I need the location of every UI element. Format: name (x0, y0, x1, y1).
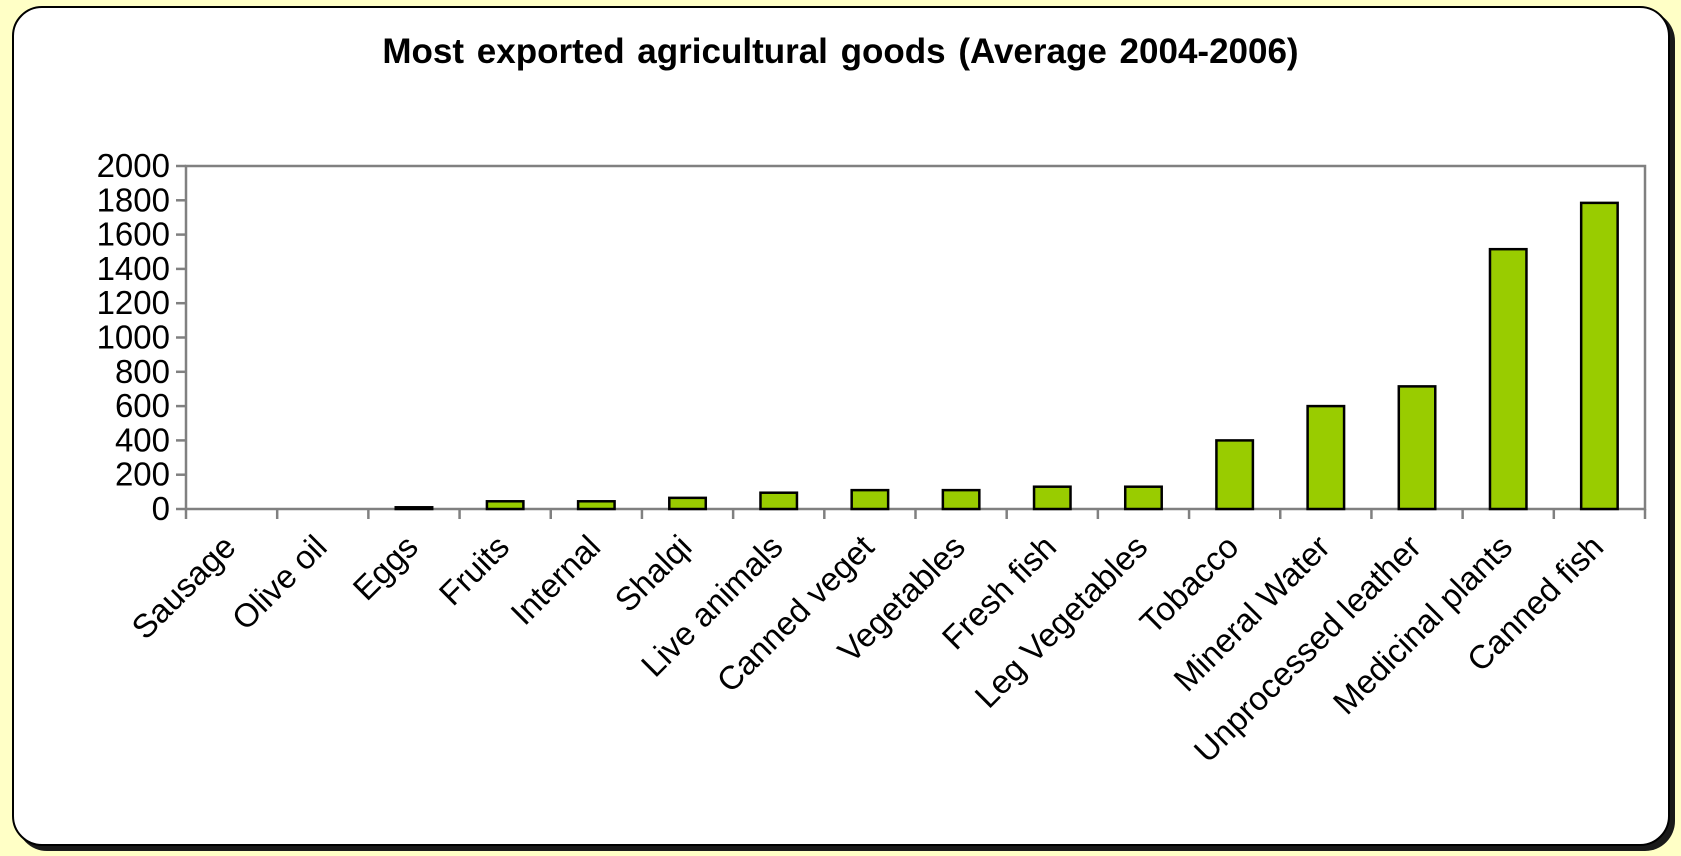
bar-leg-vegetables (1123, 485, 1163, 511)
bar-medicinal-plants (1488, 247, 1528, 511)
chart-title: Most exported agricultural goods (Averag… (382, 32, 1299, 71)
x-tick-label: Olive oil (225, 528, 334, 637)
y-tick-label: 1800 (97, 181, 170, 218)
x-tick-label: Sausage (124, 528, 242, 646)
bar-unprocessed-leather (1397, 385, 1437, 511)
bar-fruits (485, 500, 525, 511)
bar-tobacco (1215, 439, 1255, 511)
y-tick-label: 1600 (97, 216, 170, 253)
bar-canned-veget (850, 488, 890, 511)
y-tick-label: 400 (115, 421, 170, 458)
bars (394, 201, 1619, 511)
bar-vegetables (941, 488, 981, 511)
y-tick-label: 2000 (97, 147, 170, 184)
x-tick-label: Fruits (432, 528, 516, 612)
chart-frame (12, 6, 1670, 846)
y-tick-label: 800 (115, 353, 170, 390)
y-tick-label: 600 (115, 387, 170, 424)
y-tick-label: 1200 (97, 284, 170, 321)
x-tick-label: Eggs (346, 528, 425, 607)
y-tick-label: 200 (115, 456, 170, 493)
bar-canned-fish (1579, 201, 1619, 511)
bar-internal (576, 500, 616, 511)
bar-live-animals (759, 491, 799, 511)
x-tick-label: Internal (503, 528, 607, 632)
y-tick-label: 1000 (97, 319, 170, 356)
y-tick-label: 1400 (97, 250, 170, 287)
x-tick-label: Canned veget (709, 528, 880, 699)
y-tick-label: 0 (152, 490, 170, 527)
bar-shalqi (668, 496, 708, 511)
bar-eggs (394, 506, 434, 511)
x-tick-label: Mineral Water (1166, 528, 1337, 699)
bar-mineral-water (1306, 404, 1346, 511)
x-axis (184, 509, 1647, 519)
bar-fresh-fish (1032, 485, 1072, 511)
